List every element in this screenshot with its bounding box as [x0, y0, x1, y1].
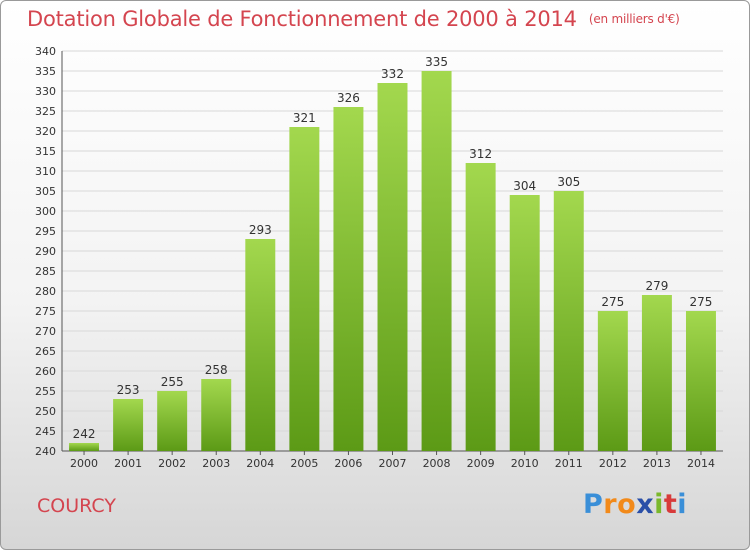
y-tick-label: 320	[35, 125, 56, 138]
y-tick-label: 310	[35, 165, 56, 178]
logo-letter: t	[663, 489, 678, 520]
commune-name: COURCY	[37, 495, 116, 517]
y-tick-label: 240	[35, 445, 56, 458]
y-tick-label: 335	[35, 65, 56, 78]
x-tick-label: 2011	[555, 457, 583, 470]
y-tick-label: 315	[35, 145, 56, 158]
x-tick-label: 2013	[643, 457, 671, 470]
y-tick-label: 340	[35, 45, 56, 58]
x-tick-label: 2007	[379, 457, 407, 470]
bar	[157, 391, 188, 451]
chart-subtitle: (en milliers d'€)	[588, 12, 680, 26]
x-tick-label: 2006	[334, 457, 362, 470]
y-tick-label: 295	[35, 225, 56, 238]
bar	[333, 107, 364, 451]
logo-letter: x	[636, 489, 655, 520]
x-tick-label: 2003	[202, 457, 230, 470]
bar	[509, 195, 540, 451]
y-tick-label: 330	[35, 85, 56, 98]
bar-value-label: 253	[117, 383, 140, 397]
bar	[113, 399, 144, 451]
bar-value-label: 332	[381, 67, 404, 81]
x-tick-label: 2009	[467, 457, 495, 470]
y-tick-label: 285	[35, 265, 56, 278]
bar-value-label: 275	[601, 295, 624, 309]
bar-value-label: 326	[337, 91, 360, 105]
y-tick-label: 300	[35, 205, 56, 218]
bar-value-label: 321	[293, 111, 316, 125]
bar-value-label: 258	[205, 363, 228, 377]
y-tick-label: 305	[35, 185, 56, 198]
bar-value-label: 279	[645, 279, 668, 293]
x-tick-label: 2012	[599, 457, 627, 470]
logo-letter: o	[617, 489, 637, 520]
y-tick-label: 290	[35, 245, 56, 258]
y-tick-label: 260	[35, 365, 56, 378]
bar-value-label: 255	[161, 375, 184, 389]
y-tick-label: 325	[35, 105, 56, 118]
bar-value-label: 305	[557, 175, 580, 189]
bar-value-label: 312	[469, 147, 492, 161]
chart-title: Dotation Globale de Fonctionnement de 20…	[27, 7, 680, 31]
y-tick-label: 275	[35, 305, 56, 318]
bar	[597, 311, 628, 451]
y-tick-label: 280	[35, 285, 56, 298]
logo-letter: P	[583, 489, 604, 520]
x-tick-label: 2000	[70, 457, 98, 470]
logo-letter: i	[677, 489, 688, 520]
title-text: Dotation Globale de Fonctionnement de 20…	[27, 7, 577, 31]
y-tick-label: 250	[35, 405, 56, 418]
bar	[289, 127, 320, 451]
logo-letter: r	[603, 489, 618, 520]
bar-value-label: 293	[249, 223, 272, 237]
bar	[685, 311, 716, 451]
bar-value-label: 304	[513, 179, 536, 193]
bar	[245, 239, 276, 451]
bar	[465, 163, 496, 451]
bar	[69, 443, 100, 451]
y-tick-label: 270	[35, 325, 56, 338]
x-tick-label: 2014	[687, 457, 715, 470]
y-tick-label: 245	[35, 425, 56, 438]
proxiti-logo: Proxiti	[583, 489, 687, 520]
x-tick-label: 2005	[290, 457, 318, 470]
bar	[421, 71, 452, 451]
bar	[553, 191, 584, 451]
bar-value-label: 275	[690, 295, 713, 309]
bar	[201, 379, 232, 451]
x-tick-label: 2008	[423, 457, 451, 470]
y-tick-label: 255	[35, 385, 56, 398]
x-tick-label: 2010	[511, 457, 539, 470]
bar-value-label: 242	[73, 427, 96, 441]
bar	[377, 83, 408, 451]
y-tick-label: 265	[35, 345, 56, 358]
x-tick-label: 2002	[158, 457, 186, 470]
bar-value-label: 335	[425, 55, 448, 69]
logo-letter: i	[654, 489, 664, 520]
x-tick-label: 2001	[114, 457, 142, 470]
x-tick-label: 2004	[246, 457, 274, 470]
bar	[641, 295, 672, 451]
